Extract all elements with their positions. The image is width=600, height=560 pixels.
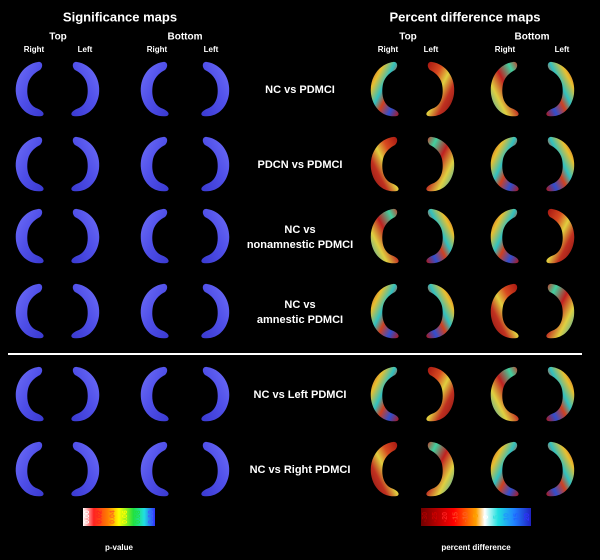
- p-value-colorbar: [83, 508, 155, 526]
- view-label: Bottom: [168, 32, 203, 43]
- right-title: Percent difference maps: [389, 9, 540, 24]
- colorbar-tick: 0: [483, 515, 490, 519]
- colorbar-tick: 0.10: [148, 510, 155, 524]
- side-label: Right: [24, 45, 45, 54]
- colorbar-tick: -15: [452, 512, 459, 522]
- row-label: NC vs Right PDMCI: [250, 464, 351, 476]
- view-label: Bottom: [515, 32, 550, 43]
- row-label: amnestic PDMCI: [257, 314, 343, 326]
- colorbar-tick: -20: [442, 512, 449, 522]
- view-label: Top: [399, 32, 417, 43]
- row-label: NC vs PDMCI: [265, 84, 335, 96]
- row-label: PDCN vs PDMCI: [258, 159, 343, 171]
- colorbar-tick: 0.00: [84, 510, 91, 524]
- row-label: NC vs Left PDMCI: [254, 389, 347, 401]
- colorbar-tick: -5: [473, 514, 480, 520]
- colorbar-tick: 15: [514, 513, 521, 521]
- side-label: Right: [147, 45, 168, 54]
- side-label: Left: [78, 45, 93, 54]
- percent-colorbar: [421, 508, 531, 526]
- left-title: Significance maps: [63, 9, 177, 24]
- colorbar-tick: 0.02: [97, 510, 104, 524]
- colorbar-tick: -10: [463, 512, 470, 522]
- colorbar-tick: 10: [503, 513, 510, 521]
- colorbar-label: percent difference: [441, 543, 511, 552]
- colorbar-tick: 0.06: [122, 510, 129, 524]
- colorbar-tick: 5: [493, 515, 500, 519]
- row-label: NC vs: [284, 224, 315, 236]
- side-label: Left: [555, 45, 570, 54]
- view-label: Top: [49, 32, 67, 43]
- side-label: Left: [424, 45, 439, 54]
- colorbar-tick: 0.04: [109, 510, 116, 524]
- side-label: Right: [495, 45, 516, 54]
- colorbar-label: p-value: [105, 543, 134, 552]
- side-label: Right: [378, 45, 399, 54]
- colorbar-tick: -25: [432, 512, 439, 522]
- colorbar-tick: 20: [524, 513, 531, 521]
- side-label: Left: [204, 45, 219, 54]
- row-label: NC vs: [284, 299, 315, 311]
- colorbar-tick: -30: [422, 512, 429, 522]
- row-label: nonamnestic PDMCI: [247, 239, 353, 251]
- colorbar-tick: 0.08: [135, 510, 142, 524]
